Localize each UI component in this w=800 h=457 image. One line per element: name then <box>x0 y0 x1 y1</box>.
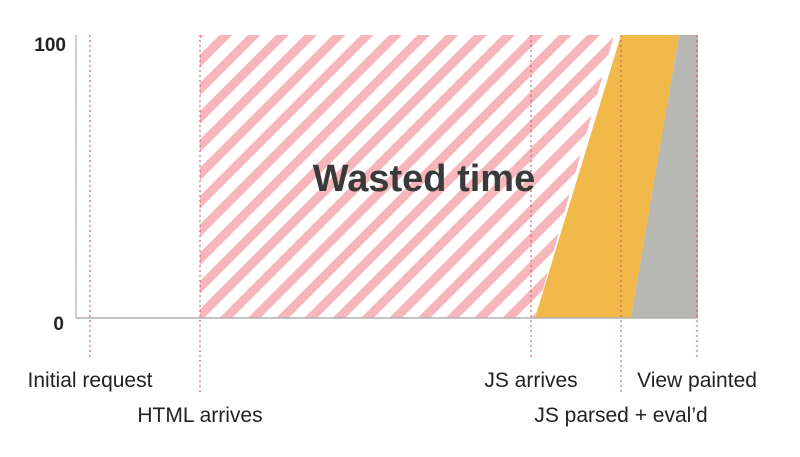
event-label-initial-request: Initial request <box>28 369 153 392</box>
wasted-time-region <box>200 35 614 318</box>
paint-region <box>631 35 698 318</box>
event-label-view-painted: View painted <box>637 369 757 392</box>
event-label-js-parsed: JS parsed + eval’d <box>534 404 707 427</box>
y-tick-label-0: 0 <box>53 314 64 335</box>
event-label-html-arrives: HTML arrives <box>137 404 262 427</box>
event-label-js-arrives: JS arrives <box>484 369 577 392</box>
y-tick-label-100: 100 <box>34 35 66 56</box>
wasted-time-annotation: Wasted time <box>313 158 535 200</box>
